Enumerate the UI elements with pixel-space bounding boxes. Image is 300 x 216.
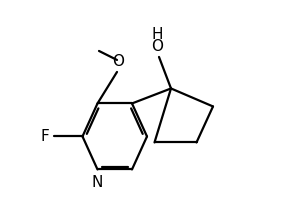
Text: H: H [152,27,163,42]
Text: methoxy: methoxy [96,48,102,49]
Text: N: N [91,175,102,190]
Text: O: O [152,39,164,54]
Text: O: O [112,54,124,69]
Text: F: F [40,129,49,144]
